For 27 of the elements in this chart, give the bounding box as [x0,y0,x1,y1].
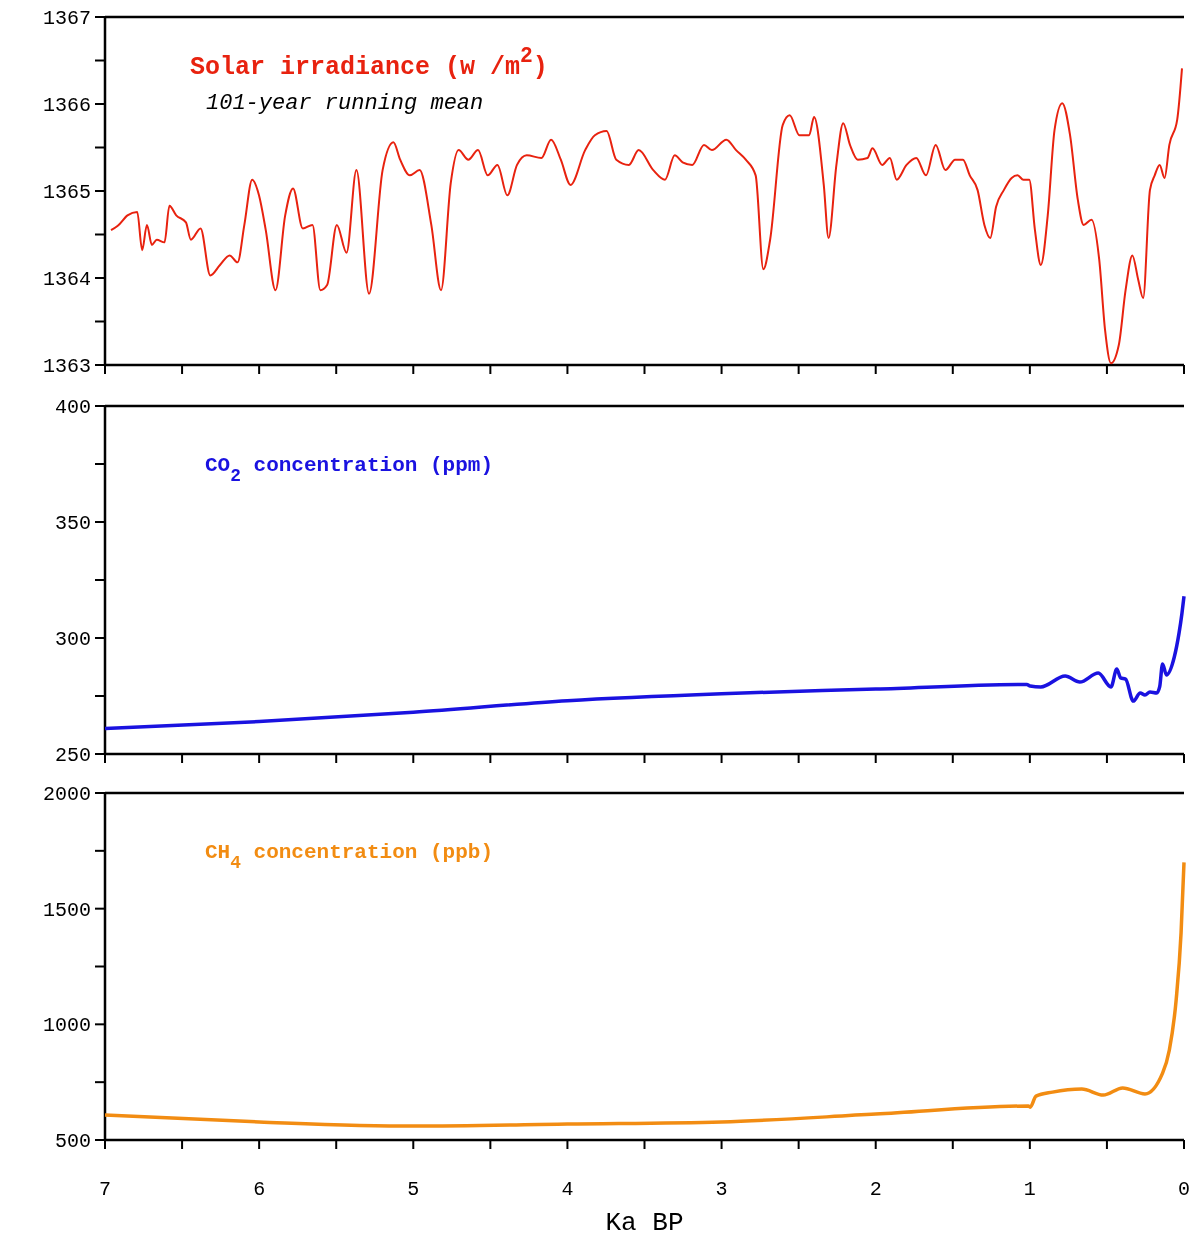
text: Solar irradiance (w /m$^{2}$) [190,44,548,82]
y-tick-label: 1000 [42,1014,91,1038]
y-tick-label: 1500 [42,898,91,922]
x-tick-label: 6 [253,1178,266,1201]
x-tick-label: 4 [561,1178,574,1201]
x-tick-label: 3 [715,1178,728,1201]
x-axis-title: Ka BP [605,1208,684,1235]
x-tick-label: 5 [407,1178,420,1201]
x-tick-label: 7 [98,1178,112,1201]
text: CO$_{2}$ concentration (ppm) [205,454,493,486]
y-tick-label: 250 [54,744,91,767]
y-tick-label: 1364 [42,268,91,291]
y-tick-label: 1367 [42,7,91,30]
y-tick-label: 1365 [42,181,91,204]
x-tick-label: 1 [1023,1178,1036,1201]
y-tick-label: 300 [54,628,91,651]
annotation: 101-year running mean [206,91,484,116]
line-series [103,594,1186,731]
y-tick-label: 350 [54,512,91,535]
text: CH$_{4}$ concentration (ppb) [205,841,493,873]
y-tick-label: 1363 [42,355,91,378]
x-tick-label: 0 [1177,1178,1191,1201]
x-tick-label: 2 [869,1178,882,1201]
y-tick-label: 1366 [42,94,91,117]
y-tick-label: 400 [54,396,91,419]
y-tick-label: 2000 [42,783,91,806]
y-tick-label: 500 [54,1130,91,1153]
